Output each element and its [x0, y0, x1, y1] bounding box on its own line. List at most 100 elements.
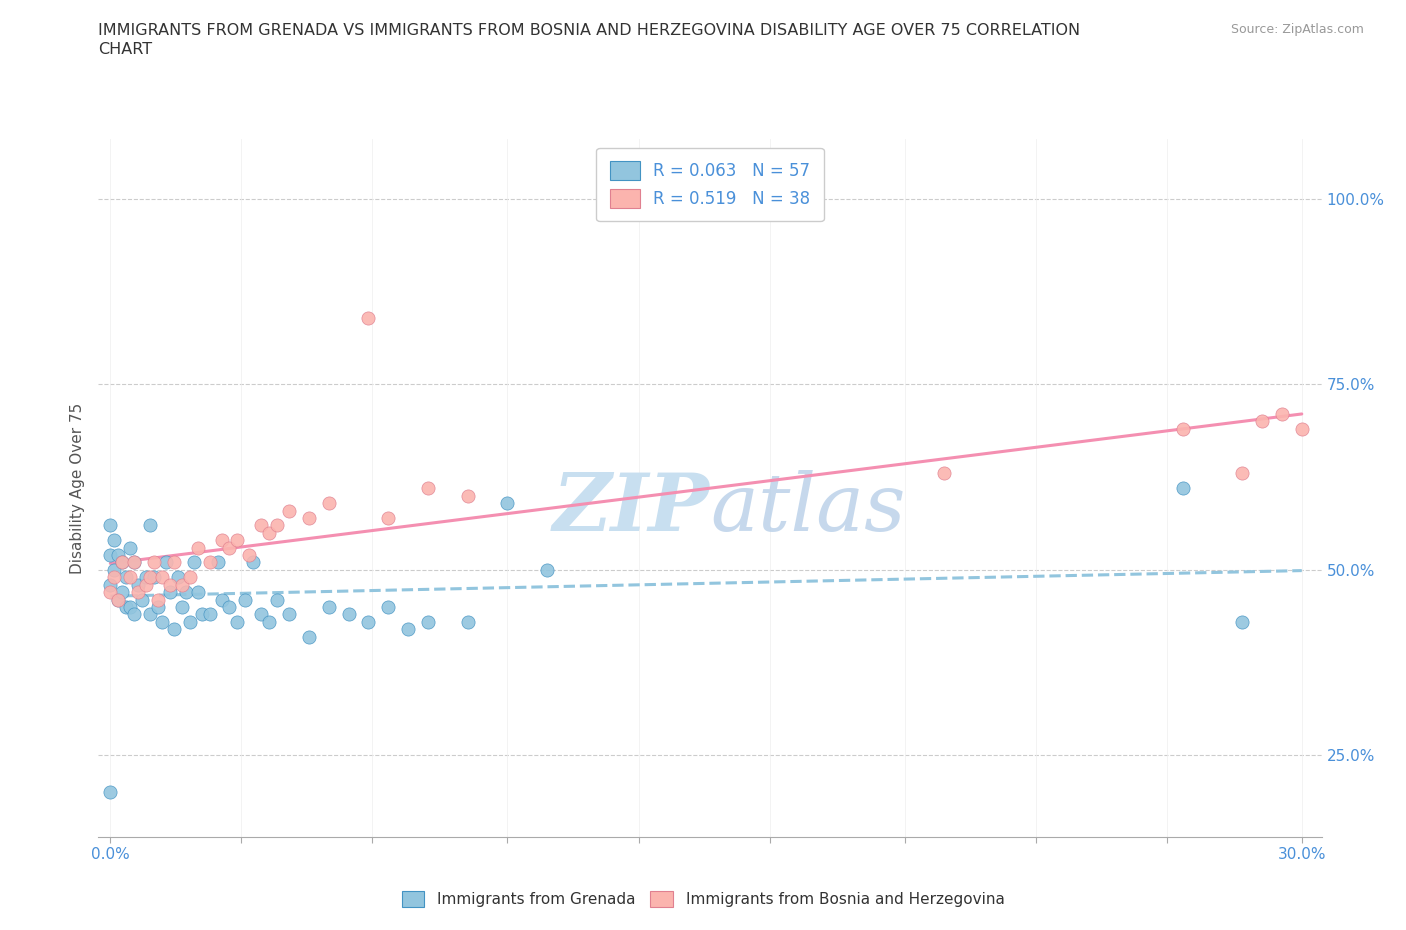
Point: [103, 570, 125, 585]
Y-axis label: Disability Age Over 75: Disability Age Over 75: [70, 403, 86, 574]
Point: [103, 563, 125, 578]
Text: IMMIGRANTS FROM GRENADA VS IMMIGRANTS FROM BOSNIA AND HERZEGOVINA DISABILITY AGE: IMMIGRANTS FROM GRENADA VS IMMIGRANTS FR…: [98, 23, 1081, 38]
Point: [98, 585, 121, 600]
Point: [226, 533, 249, 548]
Point: [218, 600, 240, 615]
Point: [122, 555, 145, 570]
Point: [179, 615, 201, 630]
Point: [111, 555, 134, 570]
Point: [120, 570, 142, 585]
Point: [143, 570, 166, 585]
Point: [934, 466, 956, 481]
Point: [278, 607, 301, 622]
Point: [357, 310, 380, 325]
Point: [416, 615, 439, 630]
Point: [127, 578, 149, 592]
Point: [135, 578, 157, 592]
Text: atlas: atlas: [710, 471, 905, 548]
Point: [298, 511, 321, 525]
Point: [183, 555, 205, 570]
Point: [357, 615, 380, 630]
Point: [266, 518, 288, 533]
Point: [111, 555, 134, 570]
Point: [155, 555, 177, 570]
Point: [496, 496, 519, 511]
Point: [163, 622, 186, 637]
Point: [1291, 421, 1313, 436]
Point: [179, 570, 201, 585]
Point: [278, 503, 301, 518]
Point: [257, 615, 280, 630]
Point: [416, 481, 439, 496]
Point: [115, 600, 138, 615]
Point: [1232, 466, 1254, 481]
Point: [187, 540, 209, 555]
Point: [170, 578, 193, 592]
Point: [337, 607, 360, 622]
Point: [139, 518, 162, 533]
Point: [135, 570, 157, 585]
Point: [111, 585, 134, 600]
Point: [120, 540, 142, 555]
Point: [150, 615, 173, 630]
Point: [1171, 421, 1194, 436]
Point: [159, 585, 181, 600]
Point: [377, 600, 399, 615]
Point: [174, 585, 197, 600]
Point: [143, 555, 166, 570]
Point: [159, 578, 181, 592]
Point: [115, 570, 138, 585]
Point: [457, 488, 479, 503]
Point: [536, 563, 558, 578]
Point: [187, 585, 209, 600]
Point: [211, 533, 233, 548]
Point: [98, 548, 121, 563]
Point: [1171, 481, 1194, 496]
Text: ZIP: ZIP: [553, 471, 710, 548]
Point: [1251, 414, 1274, 429]
Point: [122, 555, 145, 570]
Text: Source: ZipAtlas.com: Source: ZipAtlas.com: [1230, 23, 1364, 36]
Point: [170, 600, 193, 615]
Point: [146, 592, 169, 607]
Point: [107, 548, 129, 563]
Point: [139, 570, 162, 585]
Point: [266, 592, 288, 607]
Point: [250, 607, 273, 622]
Point: [242, 555, 264, 570]
Point: [98, 578, 121, 592]
Point: [107, 592, 129, 607]
Point: [211, 592, 233, 607]
Point: [190, 607, 212, 622]
Legend: R = 0.063   N = 57, R = 0.519   N = 38: R = 0.063 N = 57, R = 0.519 N = 38: [596, 148, 824, 221]
Point: [98, 785, 121, 800]
Point: [150, 570, 173, 585]
Point: [318, 600, 340, 615]
Point: [298, 630, 321, 644]
Point: [396, 622, 419, 637]
Point: [1271, 406, 1294, 421]
Point: [218, 540, 240, 555]
Point: [207, 555, 229, 570]
Text: CHART: CHART: [98, 42, 152, 57]
Point: [146, 600, 169, 615]
Point: [250, 518, 273, 533]
Point: [127, 585, 149, 600]
Point: [257, 525, 280, 540]
Legend: Immigrants from Grenada, Immigrants from Bosnia and Herzegovina: Immigrants from Grenada, Immigrants from…: [395, 884, 1011, 913]
Point: [103, 533, 125, 548]
Point: [318, 496, 340, 511]
Point: [457, 615, 479, 630]
Point: [377, 511, 399, 525]
Point: [98, 518, 121, 533]
Point: [198, 555, 221, 570]
Point: [198, 607, 221, 622]
Point: [1232, 615, 1254, 630]
Point: [139, 607, 162, 622]
Point: [163, 555, 186, 570]
Point: [107, 592, 129, 607]
Point: [226, 615, 249, 630]
Point: [235, 592, 257, 607]
Point: [131, 592, 153, 607]
Point: [122, 607, 145, 622]
